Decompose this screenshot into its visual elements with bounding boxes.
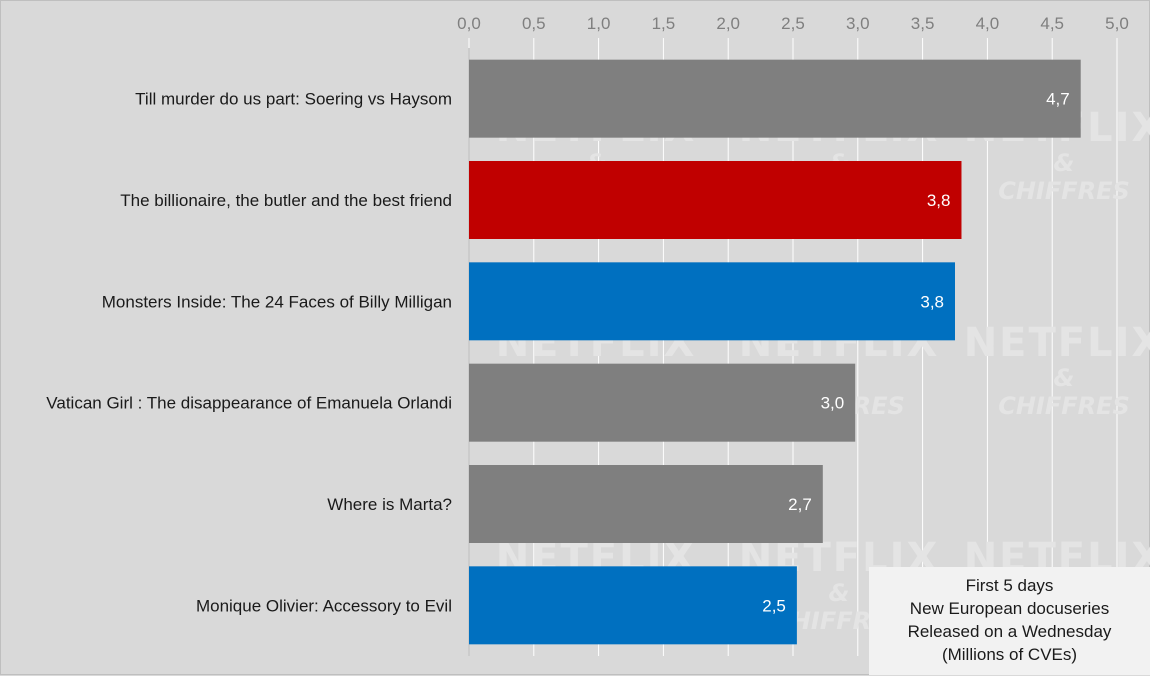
x-tick-label: 1,5	[652, 14, 676, 33]
bar	[469, 262, 955, 341]
x-axis-ticks: 0,0 0,5 1,0 1,5 2,0 2,5 3,0 3,5 4,0 4,5 5,0	[457, 14, 1129, 33]
note-line-3: Released on a Wednesday	[907, 622, 1112, 641]
value-label: 2,5	[762, 596, 786, 615]
x-tick-label: 0,5	[522, 14, 546, 33]
bar	[469, 363, 856, 442]
x-tick-label: 1,0	[587, 14, 611, 33]
gridlines	[468, 38, 1118, 656]
category-label: The billionaire, the butler and the best…	[120, 191, 452, 210]
value-label: 3,8	[927, 191, 951, 210]
bar	[469, 566, 797, 645]
x-tick-label: 2,5	[781, 14, 805, 33]
value-label: 4,7	[1046, 90, 1070, 109]
x-tick-label: 3,0	[846, 14, 870, 33]
value-label: 2,7	[788, 495, 812, 514]
bar	[469, 59, 1081, 138]
value-label: 3,8	[920, 292, 944, 311]
note-line-4: (Millions of CVEs)	[941, 645, 1078, 664]
watermark-text: &	[1054, 149, 1075, 177]
category-labels: Till murder do us part: Soering vs Hayso…	[46, 90, 452, 616]
x-tick-label: 2,0	[716, 14, 740, 33]
watermark-text: &	[829, 579, 850, 607]
note-line-2: New European docuseries	[909, 599, 1110, 618]
category-label: Till murder do us part: Soering vs Hayso…	[135, 90, 452, 109]
x-tick-label: 3,5	[911, 14, 935, 33]
x-tick-label: 4,5	[1040, 14, 1064, 33]
watermark-text: NETFLIX	[964, 320, 1150, 366]
category-label: Monsters Inside: The 24 Faces of Billy M…	[102, 292, 452, 311]
category-label: Vatican Girl : The disappearance of Eman…	[46, 394, 452, 413]
category-label: Monique Olivier: Accessory to Evil	[196, 596, 452, 615]
x-tick-label: 0,0	[457, 14, 481, 33]
bars	[469, 59, 1081, 645]
category-label: Where is Marta?	[327, 495, 452, 514]
bar	[469, 465, 823, 543]
watermark-text: CHIFFRES	[998, 177, 1130, 205]
x-tick-label: 5,0	[1105, 14, 1129, 33]
bar	[469, 161, 962, 239]
watermark-text: CHIFFRES	[998, 392, 1130, 420]
note-line-1: First 5 days	[965, 576, 1054, 595]
value-label: 3,0	[821, 394, 845, 413]
x-tick-label: 4,0	[976, 14, 1000, 33]
watermark-text: &	[1054, 364, 1075, 392]
chart-note: First 5 days New European docuseries Rel…	[869, 567, 1150, 675]
value-labels: 4,7 3,8 3,8 3,0 2,7 2,5	[762, 90, 1069, 616]
